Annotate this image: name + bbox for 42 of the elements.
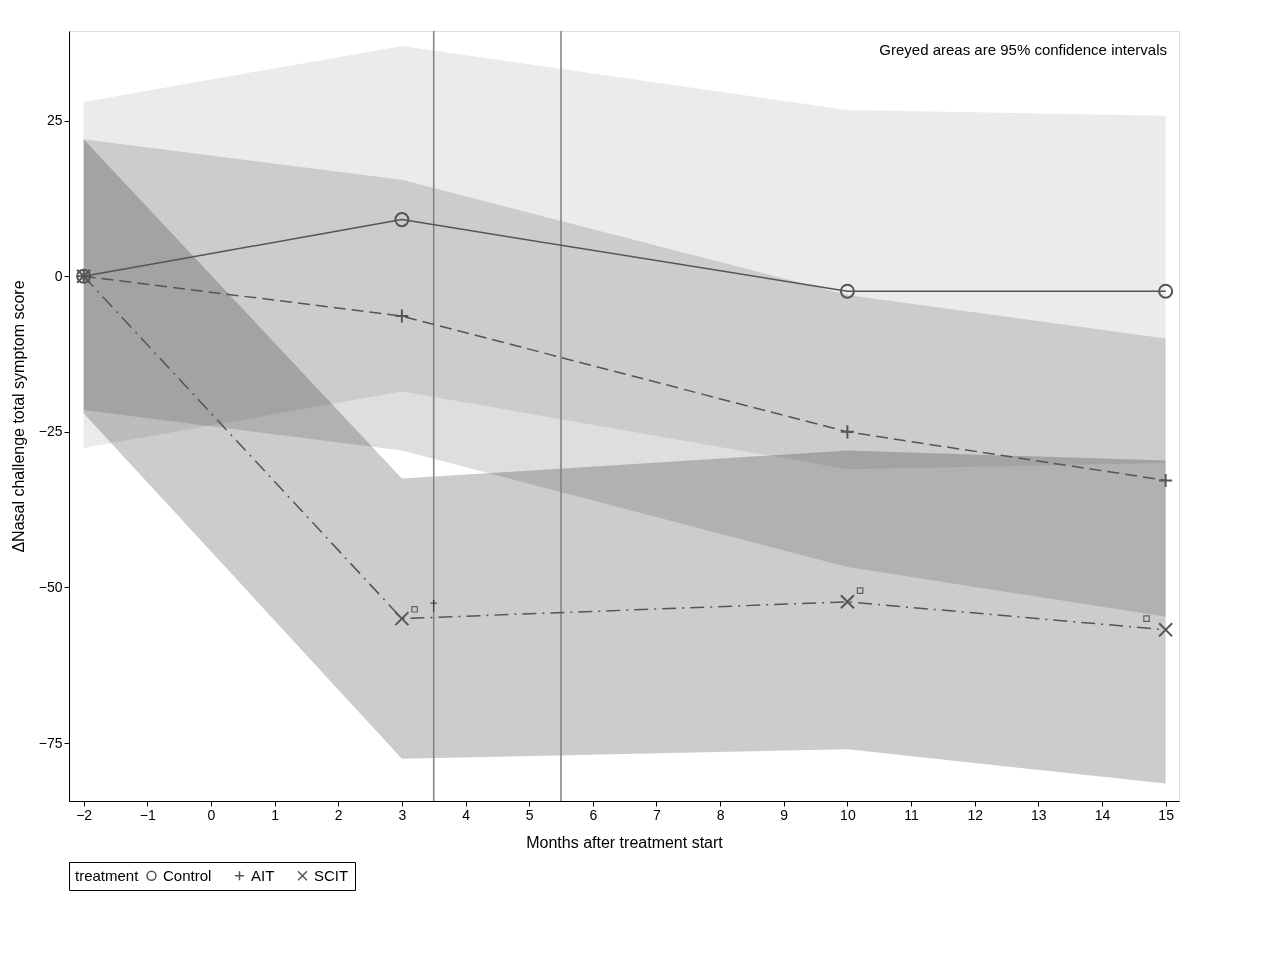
point [839, 594, 855, 610]
legend-label: SCIT [314, 866, 349, 884]
x-tick-label: 2 [334, 806, 343, 823]
legend-label: AIT [251, 866, 275, 884]
point [1158, 622, 1174, 638]
x-tick-label: 0 [207, 806, 216, 823]
x-tick-label: 1 [271, 806, 280, 823]
legend-title: treatment [75, 867, 140, 884]
x-tick-label: 5 [525, 806, 534, 823]
point [411, 605, 418, 613]
point [394, 611, 410, 627]
point [839, 283, 855, 299]
annotation: Greyed areas are 95% confidence intervals [879, 41, 1167, 58]
x-tick-label: −2 [76, 806, 93, 823]
x-axis-title: Months after treatment start [526, 833, 724, 851]
annotation: † [429, 597, 438, 615]
x-tick-label: 9 [780, 806, 789, 823]
y-tick-label: −50 [38, 578, 63, 595]
x-tick-label: 6 [589, 806, 598, 823]
legend-label: Control [163, 866, 212, 884]
x-tick-label: 4 [462, 806, 471, 823]
x-tick-label: 12 [967, 806, 984, 823]
point [839, 424, 855, 440]
x-tick-label: 3 [398, 806, 407, 823]
point [394, 212, 410, 228]
x-tick-label: −1 [139, 806, 156, 823]
point [1143, 615, 1150, 622]
x-tick-label: 13 [1031, 806, 1047, 823]
x-tick-label: 7 [653, 806, 662, 823]
y-tick-label: 25 [46, 112, 63, 129]
y-tick-label: 0 [54, 267, 63, 284]
y-tick-label: −75 [38, 734, 63, 751]
point [1158, 283, 1174, 299]
x-tick-label: 11 [904, 806, 920, 823]
x-tick-label: 14 [1094, 806, 1111, 823]
point [1158, 472, 1174, 488]
y-tick-label: −25 [38, 423, 63, 440]
point [856, 587, 864, 594]
x-tick-label: 10 [840, 806, 856, 823]
y-axis-title: ΔNasal challenge total symptom score [9, 280, 27, 553]
x-tick-label: 8 [716, 806, 725, 823]
x-tick-label: 15 [1158, 806, 1175, 823]
